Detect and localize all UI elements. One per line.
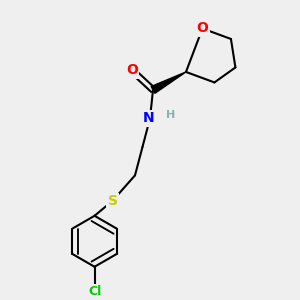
Text: O: O: [126, 63, 138, 77]
Text: O: O: [196, 22, 208, 35]
Text: N: N: [143, 111, 154, 125]
Text: H: H: [167, 110, 176, 120]
Text: S: S: [107, 194, 118, 208]
Text: Cl: Cl: [88, 285, 101, 298]
Polygon shape: [151, 72, 186, 93]
